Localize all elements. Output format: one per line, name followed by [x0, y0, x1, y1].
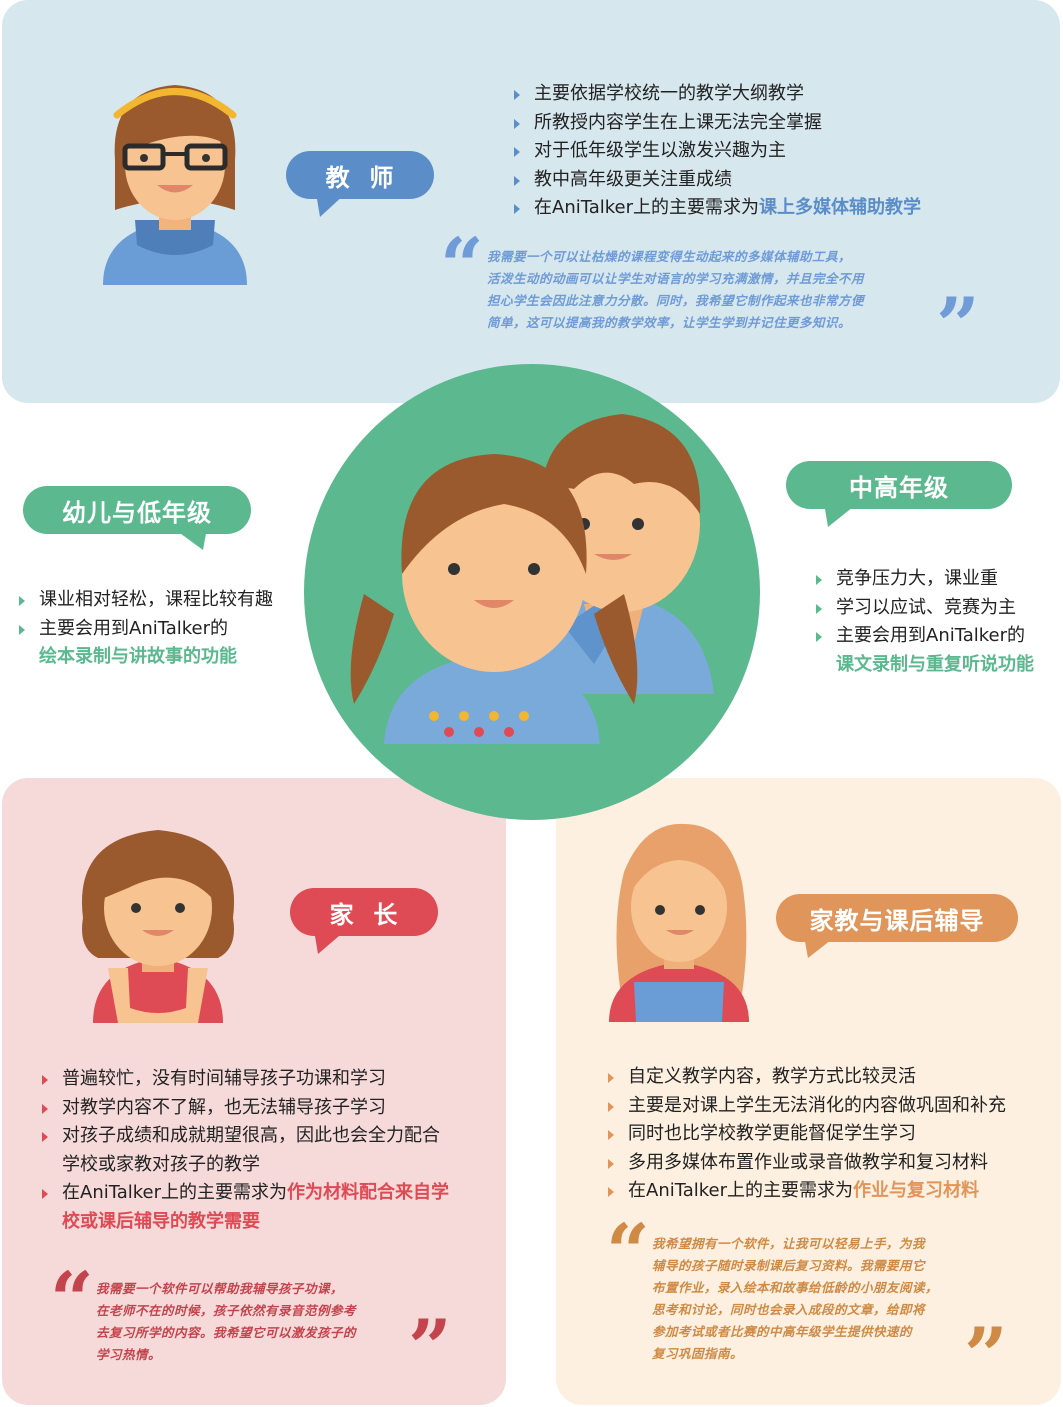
list-item: 主要会用到AniTalker的: [814, 622, 1059, 651]
senior-points: 竞争压力大，课业重 学习以应试、竞赛为主 主要会用到AniTalker的 课文录…: [814, 565, 1059, 679]
tutor-quote: 我希望拥有一个软件，让我可以轻易上手，为我 辅导的孩子随时录制课后复习资料。我需…: [652, 1236, 939, 1361]
list-item: 课业相对轻松，课程比较有趣: [17, 586, 317, 615]
list-item: 主要会用到AniTalker的: [17, 615, 317, 644]
quote-close-icon: ”: [408, 1303, 452, 1392]
young-highlight: 绘本录制与讲故事的功能: [39, 646, 237, 667]
list-item: 所教授内容学生在上课无法完全掌握: [512, 109, 1032, 138]
list-item: 普遍较忙，没有时间辅导孩子功课和学习: [40, 1065, 500, 1094]
list-item: 对教学内容不了解，也无法辅导孩子学习: [40, 1094, 500, 1123]
list-item: 对于低年级学生以激发兴趣为主: [512, 137, 1032, 166]
quote-close-icon: ”: [936, 281, 980, 370]
tutor-avatar-icon: [609, 823, 749, 1022]
teacher-need-highlight: 课上多媒体辅助教学: [759, 197, 922, 218]
senior-label: 中高年级: [849, 473, 949, 502]
parent-points: 普遍较忙，没有时间辅导孩子功课和学习 对教学内容不了解，也无法辅导孩子学习 对孩…: [40, 1065, 500, 1236]
teacher-quote: 我需要一个可以让枯燥的课程变得生动起来的多媒体辅助工具， 活泼生动的动画可以让学…: [487, 249, 865, 330]
parent-avatar-icon: [81, 830, 235, 1023]
list-item: 绘本录制与讲故事的功能: [17, 643, 317, 672]
list-item: 课文录制与重复听说功能: [814, 651, 1059, 680]
list-item: 对孩子成绩和成就期望很高，因此也会全力配合: [40, 1122, 500, 1151]
list-item: 校或课后辅导的教学需要: [40, 1208, 500, 1237]
tutor-need-highlight: 作业与复习材料: [853, 1180, 980, 1201]
list-item: 主要是对课上学生无法消化的内容做巩固和补充: [606, 1092, 1046, 1121]
teacher-label-bubble: 教 师: [286, 151, 434, 217]
list-item: 同时也比学校教学更能督促学生学习: [606, 1120, 1046, 1149]
children-avatar-icon: [304, 364, 760, 820]
list-item: 在AniTalker上的主要需求为课上多媒体辅助教学: [512, 194, 1032, 223]
young-label: 幼儿与低年级: [62, 498, 212, 527]
quote-close-icon: ”: [964, 1311, 1008, 1400]
parent-quote: 我需要一个软件可以帮助我辅导孩子功课， 在老师不在的时候，孩子依然有录音范例参考…: [96, 1281, 357, 1362]
quote-open-icon: “: [606, 1207, 650, 1296]
quote-open-icon: “: [440, 221, 484, 310]
parent-need-highlight: 作为材料配合来自学: [287, 1182, 450, 1203]
tutor-label-bubble: 家教与课后辅导: [776, 894, 1018, 958]
list-item: 在AniTalker上的主要需求为作业与复习材料: [606, 1177, 1046, 1206]
quote-open-icon: “: [50, 1255, 94, 1344]
teacher-points: 主要依据学校统一的教学大纲教学 所教授内容学生在上课无法完全掌握 对于低年级学生…: [512, 80, 1032, 223]
list-item: 学校或家教对孩子的教学: [62, 1153, 260, 1175]
parent-label-bubble: 家 长: [290, 888, 438, 954]
young-points: 课业相对轻松，课程比较有趣 主要会用到AniTalker的 绘本录制与讲故事的功…: [17, 586, 317, 672]
tutor-points: 自定义教学内容，教学方式比较灵活 主要是对课上学生无法消化的内容做巩固和补充 同…: [606, 1063, 1046, 1206]
teacher-avatar-icon: [103, 85, 247, 285]
list-item: 教中高年级更关注重成绩: [512, 166, 1032, 195]
list-item: 竞争压力大，课业重: [814, 565, 1059, 594]
list-item: 在AniTalker上的主要需求为作为材料配合来自学: [40, 1179, 500, 1208]
tutor-label: 家教与课后辅导: [809, 906, 985, 935]
parent-need-highlight-2: 校或课后辅导的教学需要: [62, 1210, 260, 1232]
parent-label: 家 长: [329, 900, 399, 929]
senior-label-bubble: 中高年级: [786, 461, 1012, 527]
list-item: 自定义教学内容，教学方式比较灵活: [606, 1063, 1046, 1092]
list-item: 主要依据学校统一的教学大纲教学: [512, 80, 1032, 109]
list-item: 学习以应试、竞赛为主: [814, 594, 1059, 623]
young-label-bubble: 幼儿与低年级: [23, 486, 251, 550]
list-item: 多用多媒体布置作业或录音做教学和复习材料: [606, 1149, 1046, 1178]
senior-highlight: 课文录制与重复听说功能: [836, 653, 1034, 675]
teacher-label: 教 师: [325, 163, 395, 192]
